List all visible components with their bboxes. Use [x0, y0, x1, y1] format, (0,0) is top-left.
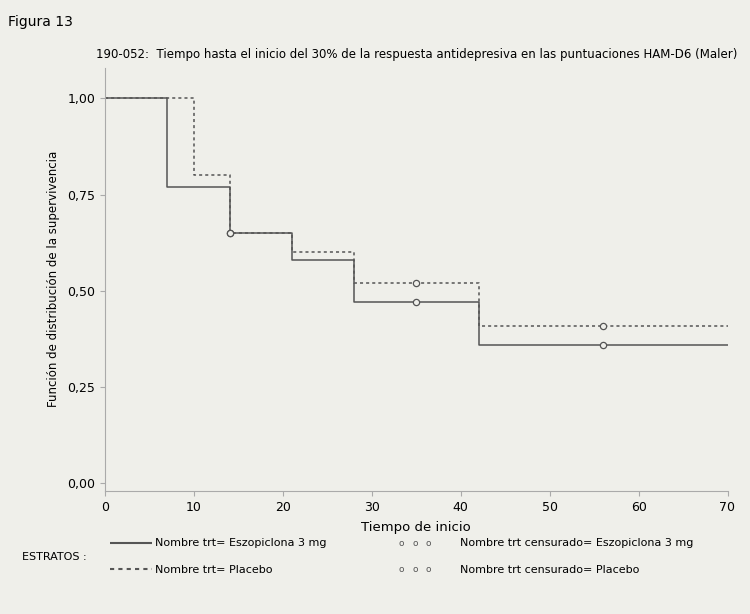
Text: ESTRATOS :: ESTRATOS :	[22, 551, 87, 562]
X-axis label: Tiempo de inicio: Tiempo de inicio	[362, 521, 471, 534]
Title: 190-052:  Tiempo hasta el inicio del 30% de la respuesta antidepresiva en las pu: 190-052: Tiempo hasta el inicio del 30% …	[95, 48, 737, 61]
Text: Nombre trt censurado= Eszopiclona 3 mg: Nombre trt censurado= Eszopiclona 3 mg	[460, 538, 693, 548]
Text: o: o	[425, 539, 431, 548]
Text: Nombre trt= Eszopiclona 3 mg: Nombre trt= Eszopiclona 3 mg	[155, 538, 327, 548]
Y-axis label: Función de distribución de la supervivencia: Función de distribución de la superviven…	[47, 151, 60, 408]
Text: o: o	[398, 539, 404, 548]
Text: o: o	[425, 565, 431, 574]
Text: Nombre trt= Placebo: Nombre trt= Placebo	[155, 565, 273, 575]
Text: Figura 13: Figura 13	[8, 15, 72, 29]
Text: o: o	[412, 565, 418, 574]
Text: o: o	[412, 539, 418, 548]
Text: o: o	[398, 565, 404, 574]
Text: Nombre trt censurado= Placebo: Nombre trt censurado= Placebo	[460, 565, 639, 575]
